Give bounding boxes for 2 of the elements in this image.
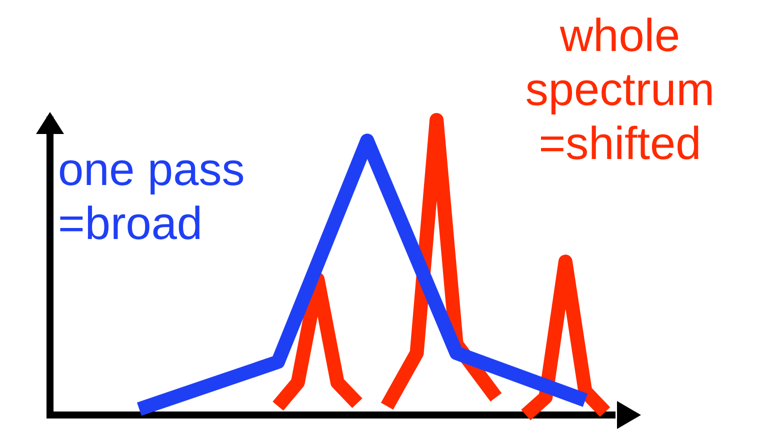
- annotation: whole spectrum =shifted: [524, 8, 716, 170]
- annotation: one pass =broad: [58, 142, 246, 250]
